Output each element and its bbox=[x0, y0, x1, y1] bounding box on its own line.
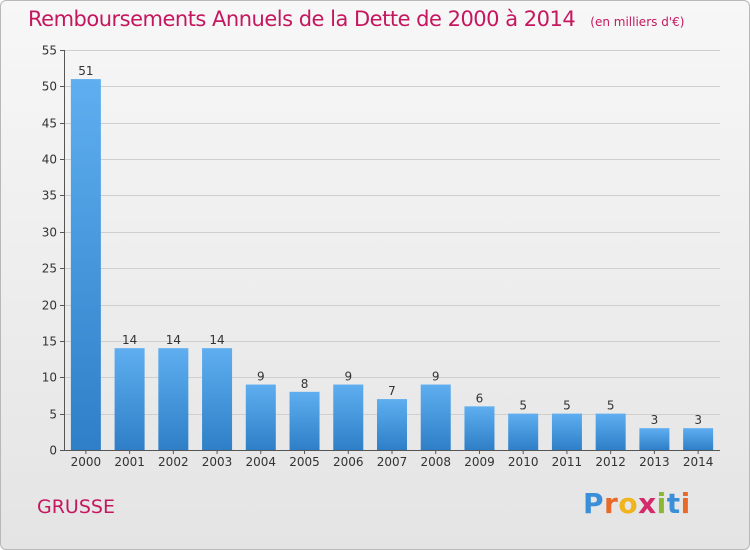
y-tick-label: 15 bbox=[42, 335, 57, 349]
data-label-2004: 9 bbox=[257, 370, 265, 384]
bar-2014 bbox=[683, 428, 714, 450]
y-tick-label: 45 bbox=[42, 117, 57, 131]
y-tick-label: 30 bbox=[42, 226, 57, 240]
label-layer: 51 14 14 14 9 8 9 7 9 6 5 5 5 3 3 bbox=[78, 64, 702, 427]
data-label-2001: 14 bbox=[122, 333, 137, 347]
y-tick-label: 20 bbox=[42, 299, 57, 313]
x-tick-label-2001: 2001 bbox=[114, 455, 145, 469]
data-label-2013: 3 bbox=[651, 413, 659, 427]
x-tick-label-2009: 2009 bbox=[464, 455, 495, 469]
data-label-2012: 5 bbox=[607, 399, 615, 413]
bar-2004 bbox=[245, 384, 276, 450]
y-tick-label: 40 bbox=[42, 153, 57, 167]
data-label-2011: 5 bbox=[563, 399, 571, 413]
data-label-2009: 6 bbox=[476, 391, 484, 405]
bar-2001 bbox=[114, 348, 145, 450]
x-tick-label-2012: 2012 bbox=[595, 455, 626, 469]
commune-name: GRUSSE bbox=[37, 496, 115, 518]
data-label-2000: 51 bbox=[78, 64, 93, 78]
y-tick-label: 25 bbox=[42, 262, 57, 276]
x-tick-label-2013: 2013 bbox=[639, 455, 670, 469]
x-tick-label-2004: 2004 bbox=[246, 455, 277, 469]
y-tick-label: 55 bbox=[42, 44, 57, 58]
data-label-2014: 3 bbox=[694, 413, 702, 427]
bar-2010 bbox=[508, 413, 539, 450]
bar-2011 bbox=[551, 413, 582, 450]
bar-2005 bbox=[289, 391, 320, 450]
data-label-2007: 7 bbox=[388, 384, 396, 398]
bar-2009 bbox=[464, 406, 495, 450]
data-label-2010: 5 bbox=[519, 399, 527, 413]
data-label-2008: 9 bbox=[432, 370, 440, 384]
x-tick-label-2005: 2005 bbox=[289, 455, 320, 469]
x-tick-label-2007: 2007 bbox=[377, 455, 408, 469]
proxiti-logo: Proxiti bbox=[583, 487, 691, 520]
x-tick-label-2010: 2010 bbox=[508, 455, 539, 469]
data-label-2002: 14 bbox=[166, 333, 181, 347]
y-tick-label: 50 bbox=[42, 80, 57, 94]
y-tick-label: 10 bbox=[42, 371, 57, 385]
y-tick-label: 35 bbox=[42, 189, 57, 203]
bar-2008 bbox=[420, 384, 451, 450]
bar-2002 bbox=[158, 348, 189, 450]
x-tick-label-2014: 2014 bbox=[683, 455, 714, 469]
x-tick-label-2008: 2008 bbox=[420, 455, 451, 469]
x-tick-label-2002: 2002 bbox=[158, 455, 189, 469]
bar-layer bbox=[70, 79, 714, 450]
chart-subtitle: (en milliers d'€) bbox=[590, 15, 685, 29]
bar-2013 bbox=[639, 428, 670, 450]
chart-title: Remboursements Annuels de la Dette de 20… bbox=[28, 7, 576, 31]
bar-2006 bbox=[333, 384, 364, 450]
data-label-2005: 8 bbox=[301, 377, 309, 391]
y-tick-label: 5 bbox=[49, 408, 57, 422]
y-tick-label: 0 bbox=[49, 444, 57, 458]
x-tick-label-2006: 2006 bbox=[333, 455, 364, 469]
x-tick-label-2003: 2003 bbox=[202, 455, 233, 469]
x-tick-label-2011: 2011 bbox=[552, 455, 583, 469]
x-tick-label-2000: 2000 bbox=[71, 455, 102, 469]
bar-2003 bbox=[202, 348, 233, 450]
bar-2012 bbox=[595, 413, 626, 450]
data-label-2006: 9 bbox=[344, 370, 352, 384]
data-label-2003: 14 bbox=[209, 333, 224, 347]
chart-title-block: Remboursements Annuels de la Dette de 20… bbox=[28, 7, 684, 31]
bar-2007 bbox=[377, 399, 407, 450]
bar-2000 bbox=[70, 79, 101, 450]
